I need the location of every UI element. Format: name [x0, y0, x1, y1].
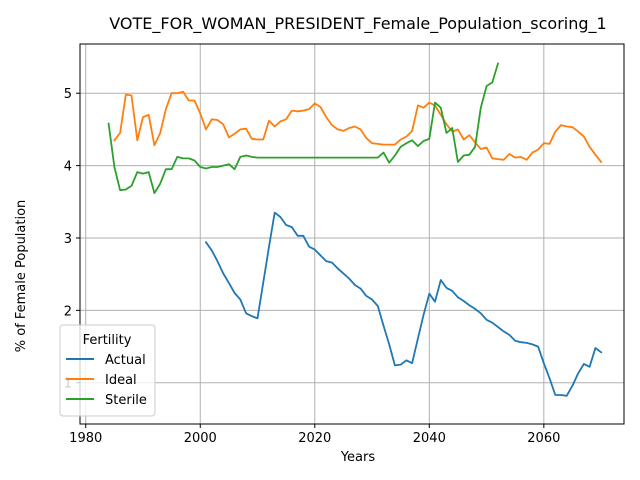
- plot-area-frame: [79, 43, 625, 425]
- series-line-sterile: [107, 62, 500, 194]
- legend: Fertility Actual Ideal Sterile: [59, 324, 156, 417]
- x-tick-label: 2060: [527, 431, 560, 446]
- x-tick-label: 2000: [184, 431, 217, 446]
- legend-label-ideal: Ideal: [105, 373, 137, 388]
- y-tick-label: 4: [64, 160, 72, 175]
- y-tick-label: 5: [64, 87, 72, 102]
- legend-title: Fertility: [83, 333, 132, 348]
- x-axis-ticks: 1980 2000 2020 2040 2060: [69, 424, 560, 446]
- y-tick-label: 2: [64, 304, 72, 319]
- series-line-ideal: [113, 90, 603, 164]
- x-tick-label: 2040: [413, 431, 446, 446]
- x-tick-label: 2020: [298, 431, 331, 446]
- x-axis-label: Years: [340, 450, 376, 465]
- legend-box: [59, 324, 156, 417]
- legend-label-sterile: Sterile: [105, 393, 147, 408]
- x-tick-label: 1980: [69, 431, 102, 446]
- legend-label-actual: Actual: [105, 353, 146, 368]
- legend-items: Actual Ideal Sterile: [66, 353, 147, 408]
- chart-title: VOTE_FOR_WOMAN_PRESIDENT_Female_Populati…: [109, 14, 606, 34]
- y-axis-label: % of Female Population: [14, 200, 29, 353]
- series-group: [107, 62, 603, 397]
- y-tick-label: 3: [64, 232, 72, 247]
- series-line-actual: [204, 211, 603, 397]
- grid: [80, 44, 624, 424]
